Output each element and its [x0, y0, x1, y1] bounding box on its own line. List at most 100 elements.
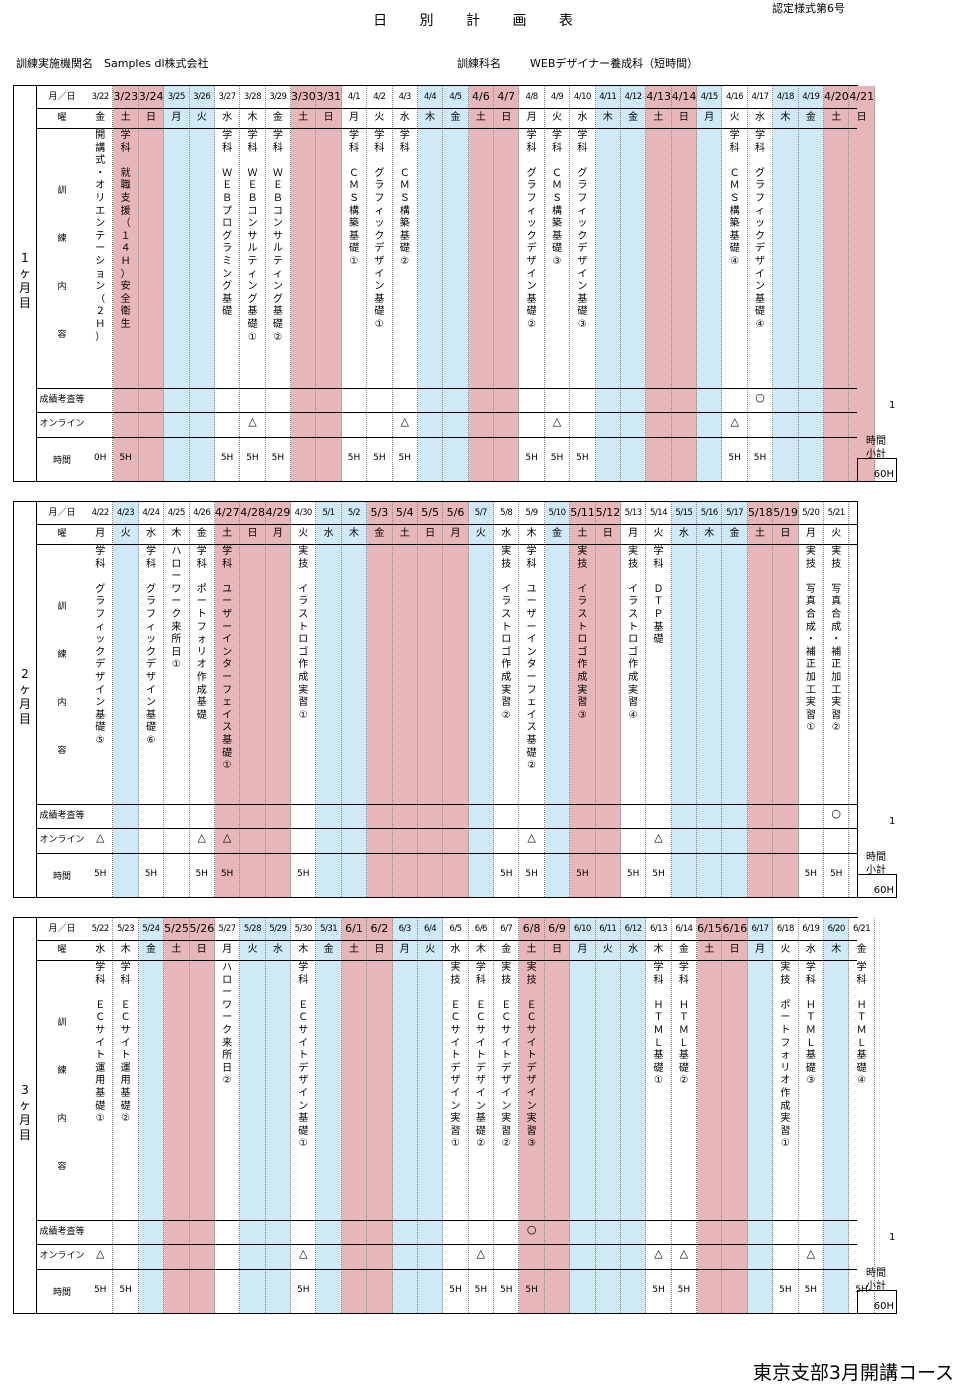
day-column: 5/11 土実技 イラストロゴ作成実習 ③ 5H: [570, 502, 596, 897]
day-date: 4/27: [214, 506, 240, 519]
day-column: 4/17 水学科 グラフィックデザイン基礎 ④ ○ 5H: [747, 86, 774, 481]
day-weekday: 木: [653, 944, 664, 955]
row-label-time: 時間: [52, 872, 71, 882]
day-date: 6/11: [599, 924, 617, 934]
day-date: 4/2: [373, 92, 386, 102]
day-hours: 5H: [525, 453, 538, 463]
day-column: 6/6 木学科 Ｅ Ｃ サイトデザイン基礎 ② △ 5H: [468, 918, 495, 1313]
day-date: 6/6: [474, 924, 488, 934]
row-divider: [36, 524, 857, 525]
day-hours: 5H: [246, 453, 259, 463]
subtotal-label: 時間: [866, 852, 886, 863]
day-column: 5/2 木: [341, 502, 368, 897]
row-label-time: 時間: [52, 1288, 71, 1298]
day-weekday: 土: [222, 528, 233, 539]
day-column: 6/7 金実技 Ｅ Ｃ サイトデザイン実習 ② 5H: [494, 918, 520, 1313]
day-column: 6/2 日: [367, 918, 393, 1313]
day-date: 5/12: [595, 506, 621, 519]
day-column: 6/16 日: [722, 918, 748, 1313]
day-weekday: 月: [755, 944, 766, 955]
day-column: 4/8 月学科 グラフィックデザイン基礎 ② 5H: [519, 86, 545, 481]
day-hours: 5H: [677, 1285, 691, 1295]
day-date: 4/15: [700, 92, 719, 102]
day-weekday: 土: [526, 944, 537, 955]
day-weekday: 金: [628, 112, 639, 123]
day-date: 4/4: [424, 92, 437, 102]
day-column: 4/10 水学科 グラフィックデザイン基礎 ③ 5H: [570, 86, 596, 481]
day-date: 5/19: [773, 506, 798, 519]
day-date: 4/18: [776, 92, 795, 102]
footer-course-note: 東京支部3月開講コース: [752, 1362, 954, 1384]
day-date: 3/31: [316, 90, 342, 103]
day-weekday: 日: [552, 944, 563, 955]
day-column: 5/22 水学科 Ｅ Ｃ サイト運用基礎 ① △ 5H: [88, 918, 114, 1313]
day-column: 5/18 土: [747, 502, 774, 897]
day-column: 5/20 月実技 写真合成・補正加工実習 ① 5H: [798, 502, 824, 897]
day-date: 5/23: [117, 924, 135, 934]
row-label-content: 練: [57, 234, 67, 244]
day-weekday: 木: [298, 944, 309, 955]
row-label-content: 練: [57, 1066, 67, 1076]
day-date: 6/15: [697, 922, 722, 935]
day-weekday: 火: [602, 944, 613, 955]
day-date: 5/25: [164, 922, 189, 935]
day-weekday: 火: [196, 112, 207, 123]
course-name: WEBデザイナー養成科（短時間）: [530, 57, 699, 70]
day-column: 6/1 土: [341, 918, 368, 1313]
day-hours: 5H: [220, 453, 234, 463]
day-date: 6/16: [722, 922, 748, 935]
day-date: 5/24: [142, 924, 160, 934]
day-hours: 5H: [576, 453, 589, 463]
day-weekday: 月: [577, 944, 588, 955]
subtotal-value: 60H: [857, 1290, 897, 1314]
day-hours: 5H: [449, 1285, 462, 1295]
day-date: 6/1: [345, 922, 363, 935]
day-weekday: 日: [501, 112, 512, 123]
day-hours: 5H: [296, 869, 310, 879]
day-weekday: 土: [831, 112, 842, 123]
day-hours: 5H: [474, 1285, 488, 1295]
day-weekday: 土: [755, 528, 766, 539]
day-weekday: 木: [171, 528, 182, 539]
day-hours: 5H: [626, 869, 640, 879]
day-date: 5/1: [322, 508, 336, 518]
day-hours: 5H: [652, 869, 665, 879]
day-hours: 5H: [119, 453, 132, 463]
day-column: 6/20 木: [824, 918, 850, 1313]
day-date: 5/20: [802, 508, 820, 518]
online-mark: △: [400, 415, 409, 428]
day-date: 3/29: [269, 92, 287, 102]
day-column: 3/28 木学科 Ｗ Ｅ Ｂ コンサルティング基礎 ① △ 5H: [240, 86, 266, 481]
day-date: 5/10: [548, 508, 566, 518]
day-weekday: 土: [171, 944, 182, 955]
day-column: 6/21 金学科 Ｈ Ｔ Ｍ Ｌ 基礎 ④ 5H: [849, 918, 875, 1313]
day-weekday: 金: [501, 944, 512, 955]
day-column: 6/15 土: [697, 918, 723, 1313]
day-date: 5/11: [570, 506, 595, 519]
day-column: 4/18 木: [773, 86, 799, 481]
day-weekday: 金: [196, 528, 207, 539]
day-hours: 0H: [93, 453, 107, 463]
day-date: 5/27: [218, 924, 237, 934]
day-column: 5/10 金: [544, 502, 571, 897]
day-weekday: 金: [678, 944, 689, 955]
day-weekday: 日: [602, 528, 613, 539]
day-column: 5/23 木学科 Ｅ Ｃ サイト運用基礎 ② 5H: [113, 918, 139, 1313]
day-weekday: 日: [425, 528, 436, 539]
row-divider: [36, 940, 857, 941]
day-column: 5/26 日: [189, 918, 215, 1313]
online-mark: △: [95, 1247, 105, 1260]
day-column: 4/9 火学科 Ｃ Ｍ Ｓ 構築基礎 ③ △ 5H: [544, 86, 571, 481]
